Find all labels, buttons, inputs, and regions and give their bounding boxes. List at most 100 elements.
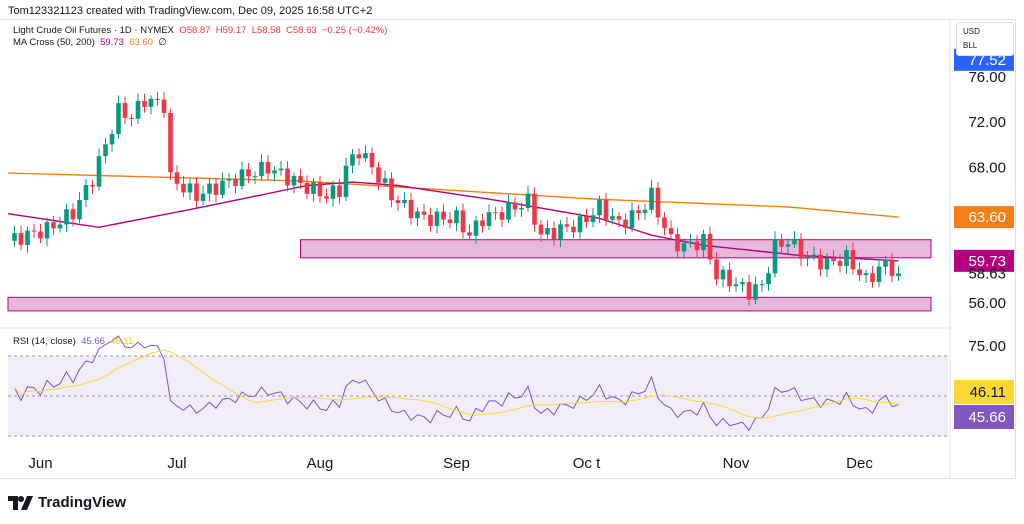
tv-logo-icon (8, 495, 33, 510)
candle (714, 252, 719, 286)
candle-body (168, 112, 173, 173)
candle-body (649, 187, 654, 210)
support-resistance-zone (300, 239, 932, 259)
hidden-icon[interactable]: ∅ (158, 37, 167, 48)
candle (220, 172, 225, 199)
candle-body (44, 222, 50, 239)
candle-body (824, 257, 830, 270)
candle (64, 203, 69, 233)
tradingview-logo[interactable]: TradingView (8, 494, 126, 511)
support-resistance-zone (7, 296, 932, 312)
candle-body (707, 233, 713, 260)
candle (116, 95, 121, 139)
candle-body (90, 185, 95, 187)
credit-line: Tom123321123 created with TradingView.co… (8, 5, 373, 17)
candle-body (226, 178, 232, 181)
candle-body (317, 182, 323, 197)
candle (259, 154, 264, 181)
candle (870, 265, 875, 288)
candle (818, 248, 823, 277)
candle (434, 208, 440, 234)
candle (402, 192, 407, 208)
candle (655, 182, 661, 225)
candle (837, 254, 843, 273)
candle (311, 178, 316, 202)
candle-body (174, 172, 180, 184)
candle-body (662, 217, 667, 229)
candle-body (870, 273, 875, 283)
candle (746, 275, 752, 306)
candle-body (408, 200, 414, 219)
candle-body (12, 233, 17, 241)
candle-body (460, 210, 466, 233)
candle-body (298, 176, 303, 183)
candle (200, 185, 206, 205)
candle-body (291, 176, 297, 186)
candle (798, 233, 804, 267)
low-value: L58.58 (251, 25, 281, 36)
rsi-badge-label: 45.66 (968, 409, 1006, 426)
candle (291, 172, 297, 194)
candle (811, 246, 817, 261)
candle (538, 219, 544, 243)
candle-body (733, 284, 739, 287)
candle-body (57, 224, 63, 229)
candle (304, 175, 310, 200)
candle (493, 207, 498, 220)
candle-body (844, 250, 849, 266)
chart-frame (0, 19, 1016, 479)
candle (720, 266, 726, 288)
candle-body (883, 259, 888, 267)
candle-body (122, 103, 128, 118)
candle (350, 149, 355, 174)
time-tick: Jul (167, 455, 186, 472)
rsi-badge (954, 380, 1014, 404)
candle-body (532, 193, 537, 225)
candle (831, 250, 836, 266)
candle (532, 187, 537, 232)
candle (382, 170, 388, 187)
candle-body (337, 185, 342, 197)
candle (428, 207, 433, 232)
rsi-badge (954, 405, 1014, 429)
unit-selector[interactable]: USD BLL (956, 22, 1014, 56)
candle-body (369, 153, 375, 168)
candle (668, 220, 674, 238)
ma50-value: 59.73 (100, 37, 124, 48)
candle (733, 276, 739, 292)
candle (408, 193, 414, 225)
candle (889, 252, 895, 283)
candle (883, 255, 888, 275)
candle-body (382, 178, 388, 183)
candle-body (77, 199, 82, 220)
candle (610, 208, 615, 225)
candle-body (792, 238, 797, 245)
rsi-label: RSI (14, close) (13, 336, 76, 347)
candle-body (857, 269, 862, 276)
candle-body (415, 211, 420, 219)
candle-body (83, 185, 89, 200)
candle-body (265, 161, 271, 174)
candle-body (837, 261, 843, 266)
candle (558, 220, 563, 248)
candle (701, 229, 706, 259)
candle-body (96, 156, 102, 187)
price-badge (954, 206, 1014, 229)
candle (707, 226, 713, 265)
candle-body (304, 182, 310, 194)
candle (545, 220, 550, 239)
candle-body (766, 273, 771, 285)
candle (213, 177, 219, 203)
candle (174, 165, 180, 191)
candle (317, 175, 323, 203)
candle (519, 202, 524, 217)
price-tick: 56.00 (968, 295, 1006, 312)
candle (38, 223, 43, 244)
candle-body (285, 168, 290, 186)
candle-body (811, 254, 817, 257)
price-tick: 76.00 (968, 69, 1006, 86)
candle-body (473, 220, 479, 236)
candle-body (642, 209, 648, 213)
symbol-legend: Light Crude Oil Futures · 1D · NYMEX O58… (13, 25, 387, 36)
